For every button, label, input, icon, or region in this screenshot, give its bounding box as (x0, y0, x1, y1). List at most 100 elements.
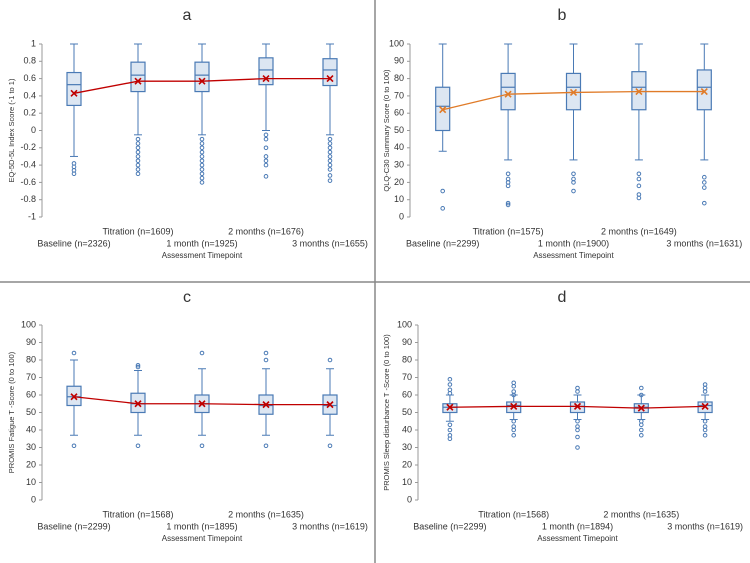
mean-marker (701, 402, 709, 410)
y-tick-label: 40 (394, 142, 404, 152)
outlier (135, 167, 141, 172)
y-tick-label: 0 (407, 494, 412, 504)
outlier (199, 171, 205, 177)
outlier (135, 149, 141, 155)
outlier (135, 364, 141, 370)
x-tick-label: 3 months (n=1655) (292, 238, 368, 248)
x-axis-label: Assessment Timepoint (162, 534, 243, 543)
outlier (263, 154, 269, 159)
x-axis-label: Assessment Timepoint (537, 534, 618, 543)
y-tick-label: -0.2 (20, 142, 36, 152)
mean-marker (134, 77, 142, 85)
y-tick-label: 1 (31, 38, 36, 48)
outlier (135, 443, 141, 449)
y-tick-label: 0.2 (23, 108, 36, 118)
outlier (447, 390, 453, 396)
y-tick-label: 70 (26, 372, 36, 382)
outlier (702, 432, 708, 438)
y-tick-label: 70 (402, 372, 412, 382)
outlier (505, 202, 511, 208)
outlier (199, 443, 205, 449)
outlier (135, 158, 141, 164)
outlier (505, 171, 511, 177)
mean-marker (635, 88, 643, 96)
outlier (135, 362, 141, 368)
x-tick-label: Titration (n=1575) (473, 226, 544, 236)
y-tick-label: 80 (394, 73, 404, 83)
y-tick-label: 30 (26, 442, 36, 452)
outlier (263, 350, 269, 356)
outlier (575, 445, 580, 450)
outlier (135, 141, 141, 146)
y-tick-label: 0 (31, 494, 36, 504)
x-tick-label: Titration (n=1568) (478, 509, 549, 519)
y-tick-label: 80 (26, 354, 36, 364)
x-tick-label: 2 months (n=1635) (228, 509, 304, 519)
outlier (639, 392, 644, 398)
y-tick-label: 90 (26, 337, 36, 347)
outlier (636, 183, 642, 189)
outlier (639, 385, 644, 391)
mean-marker (262, 401, 270, 409)
y-tick-label: 50 (394, 125, 404, 135)
y-tick-label: 0.4 (23, 90, 36, 100)
outlier (447, 382, 453, 387)
outlier (263, 132, 269, 138)
x-tick-label: Baseline (n=2299) (406, 238, 479, 248)
mean-marker (504, 90, 512, 98)
outlier (199, 158, 205, 164)
x-tick-label: 2 months (n=1676) (228, 226, 304, 236)
outlier (447, 427, 453, 433)
outlier (263, 443, 269, 449)
mean-marker (439, 106, 447, 114)
x-tick-label: 2 months (n=1649) (601, 226, 677, 236)
y-tick-label: 100 (21, 319, 36, 329)
outlier (327, 136, 333, 142)
y-tick-label: 100 (397, 319, 412, 329)
outlier (327, 158, 333, 164)
mean-marker (262, 75, 270, 83)
x-tick-label: 1 month (n=1925) (166, 238, 237, 248)
outlier (511, 432, 517, 438)
y-tick-label: 50 (402, 407, 412, 417)
y-tick-label: -1 (28, 211, 36, 221)
outlier (199, 141, 205, 146)
outlier (199, 175, 205, 181)
mean-marker (134, 400, 142, 408)
y-axis-label: QLQ-C30 Summary Score (0 to 100) (382, 69, 391, 192)
panel-title: b (558, 7, 567, 24)
y-axis-label: PROMIS Sleep disturbance T -Score (0 to … (382, 334, 391, 491)
mean-marker (569, 88, 578, 97)
y-tick-label: 20 (402, 459, 412, 469)
outlier (327, 141, 333, 146)
outlier (447, 422, 453, 428)
outlier (135, 145, 141, 151)
y-tick-label: 100 (389, 38, 404, 48)
y-tick-label: 50 (26, 407, 36, 417)
y-axis-label: EQ-5D-5L Index Score (-1 to 1) (7, 78, 16, 182)
x-tick-label: Baseline (n=2326) (37, 238, 110, 248)
y-tick-label: 20 (394, 177, 404, 187)
outlier (639, 422, 644, 428)
outlier (199, 350, 205, 356)
box (696, 69, 712, 111)
outlier (199, 145, 205, 151)
y-tick-label: 30 (394, 159, 404, 169)
y-tick-label: 10 (402, 477, 412, 487)
outlier (702, 185, 707, 190)
outlier (135, 136, 141, 142)
outlier (511, 418, 517, 424)
box (500, 72, 516, 111)
x-tick-label: 1 month (n=1900) (538, 238, 609, 248)
outlier (639, 427, 644, 433)
outlier (263, 357, 269, 363)
mean-marker (637, 404, 645, 412)
y-tick-label: -0.8 (20, 194, 36, 204)
box (194, 61, 210, 93)
mean-marker (198, 400, 206, 408)
x-tick-label: 3 months (n=1619) (667, 521, 743, 531)
y-tick-label: 30 (402, 442, 412, 452)
y-tick-label: 90 (402, 337, 412, 347)
y-tick-label: 10 (26, 477, 36, 487)
outlier (327, 178, 333, 183)
